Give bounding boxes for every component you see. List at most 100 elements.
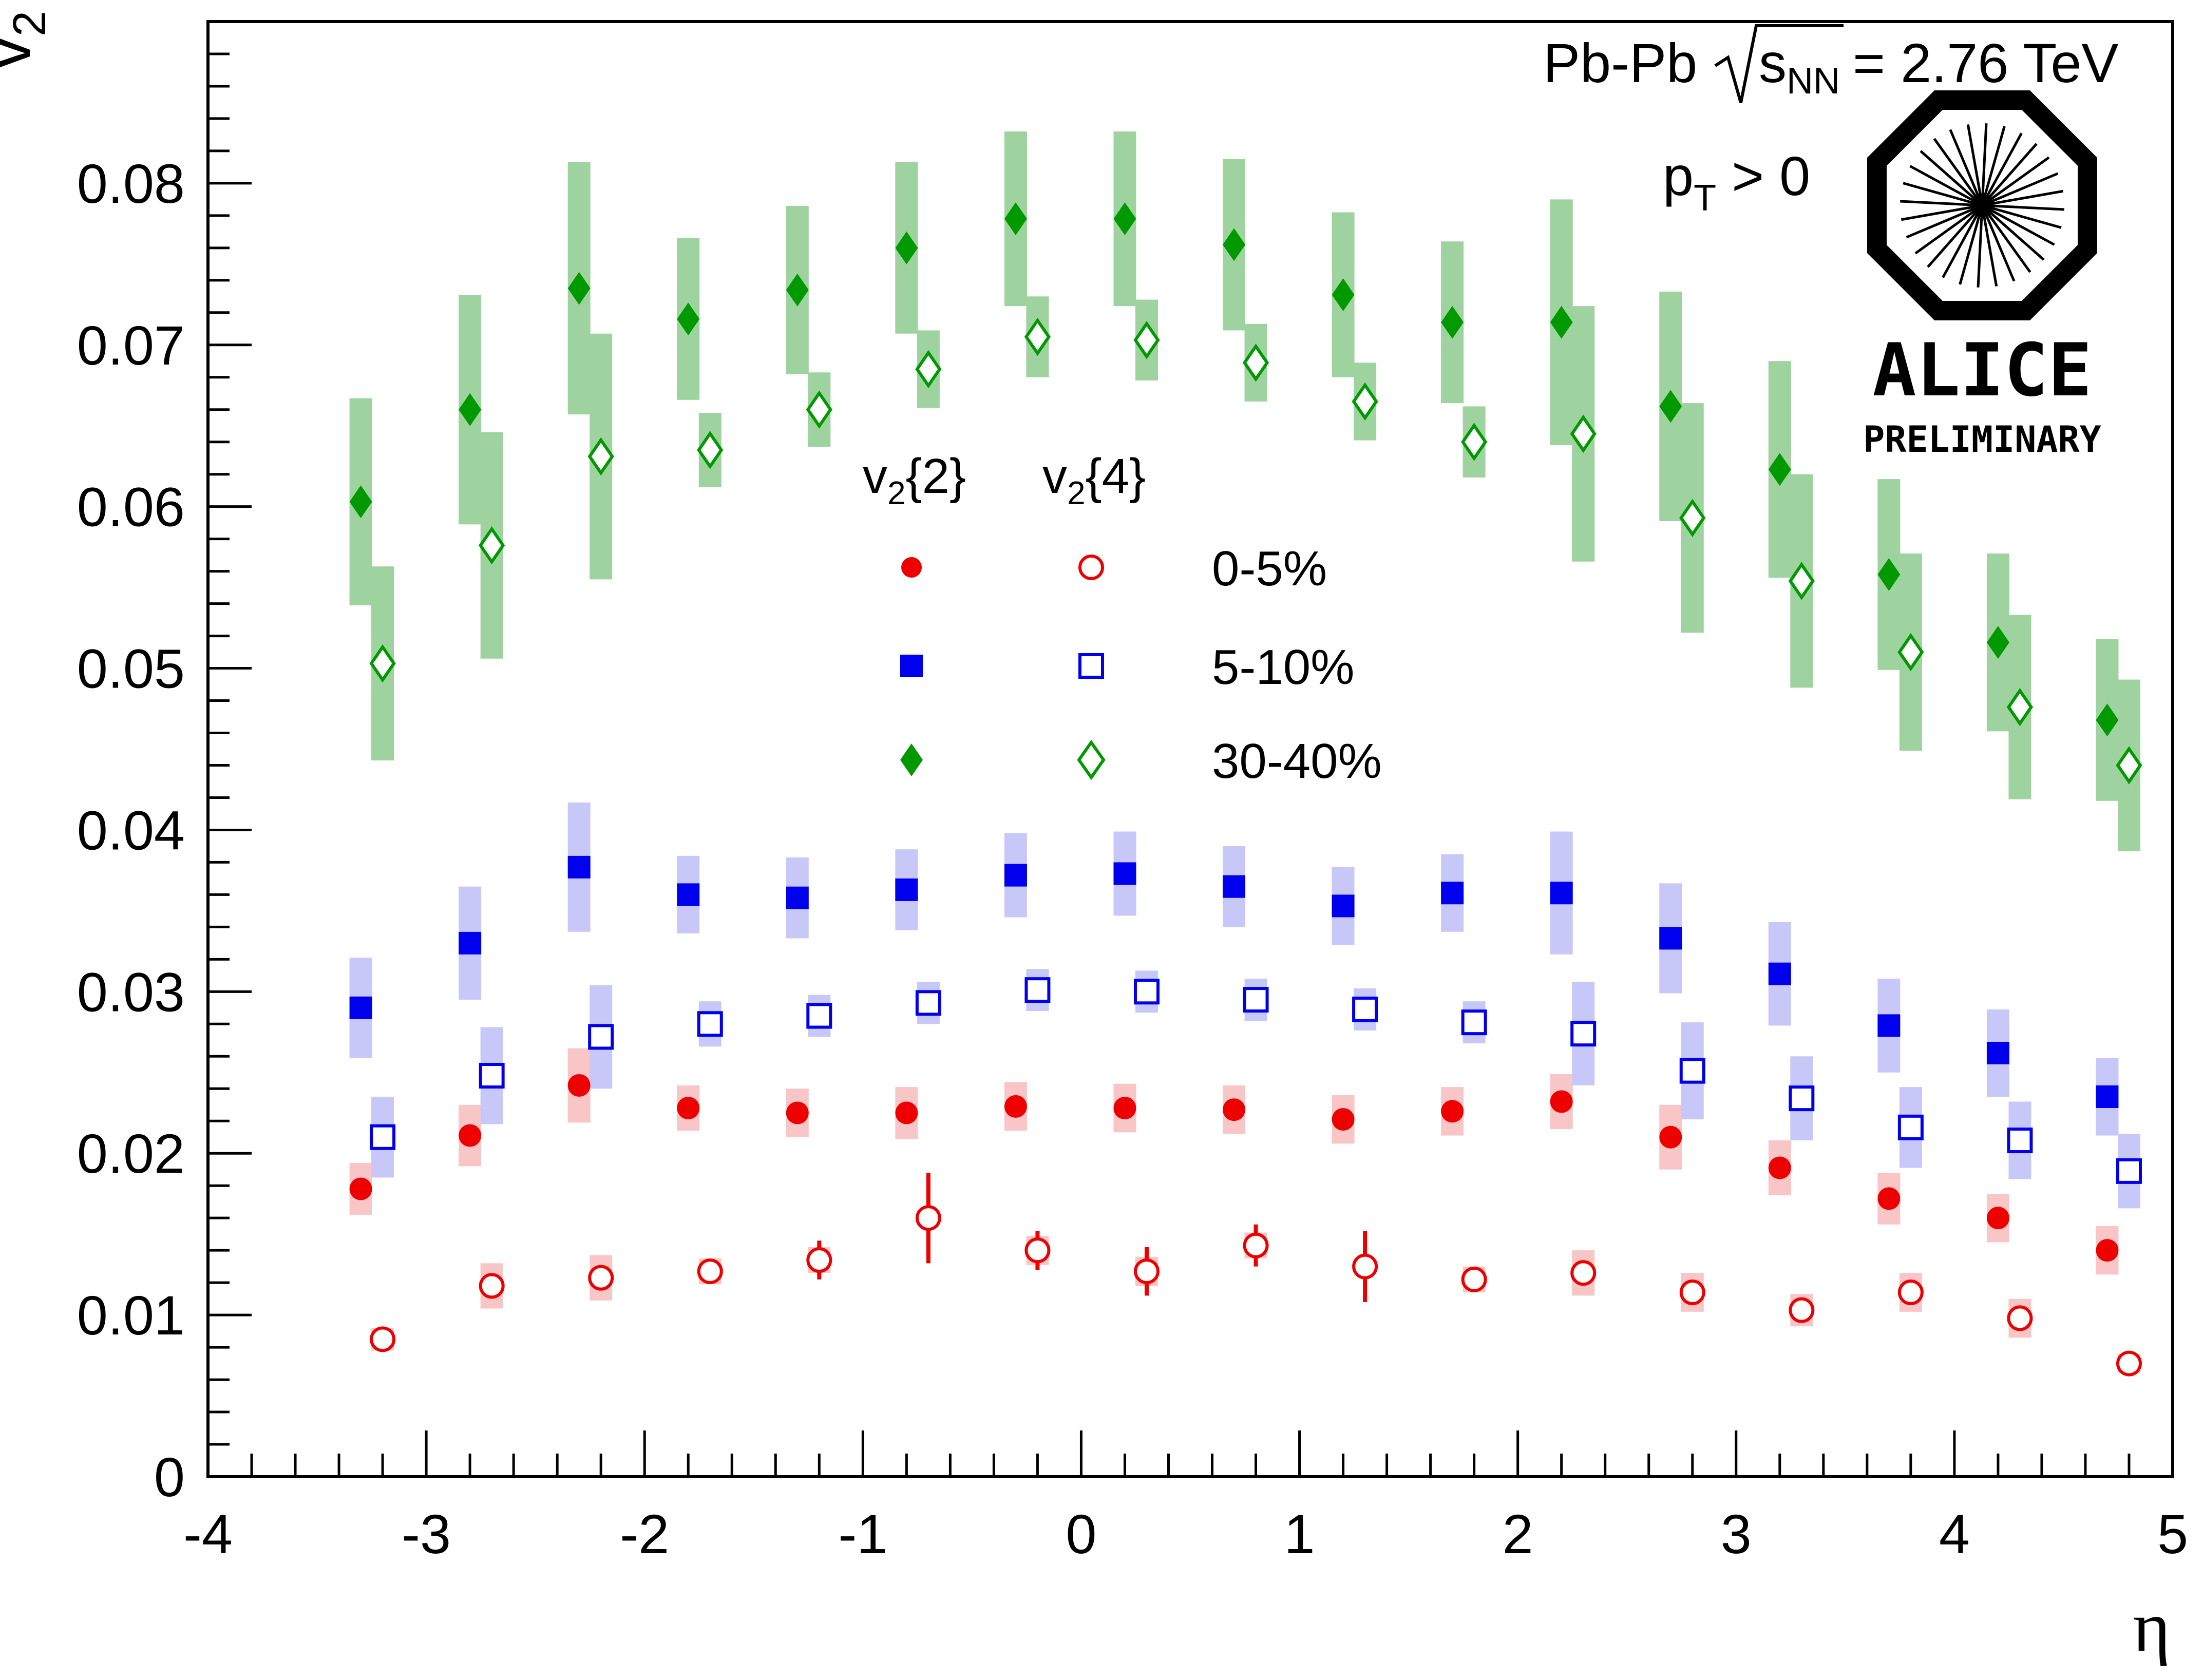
point-v2-4-30-40-: [2116, 746, 2142, 785]
legend-header-v2-2-rest: {2}: [906, 449, 966, 504]
point-v2-4-5-10-: [1570, 1021, 1597, 1047]
pt-p: p: [1663, 145, 1694, 207]
y-tick-label: 0.05: [77, 638, 185, 700]
point-v2-4-5-10-: [1352, 996, 1378, 1022]
y-tick-label: 0.03: [77, 961, 185, 1023]
x-tick-label: 0: [1066, 1503, 1096, 1565]
point-v2-4-0-5-: [2116, 1350, 2142, 1377]
legend-header-v2-4-sub: 2: [1067, 474, 1086, 511]
point-v2-2-5-10-: [1877, 1014, 1901, 1037]
y-tick-label: 0: [154, 1446, 185, 1508]
point-v2-2-5-10-: [786, 886, 809, 909]
point-v2-2-30-40-: [1441, 306, 1464, 339]
point-v2-4-30-40-: [1679, 499, 1706, 538]
y-tick-label: 0.01: [77, 1284, 185, 1346]
point-v2-4-0-5-: [1897, 1280, 1924, 1306]
point-v2-2-5-10-: [1113, 862, 1136, 885]
point-v2-2-30-40-: [349, 485, 372, 519]
x-tick-label: -4: [183, 1503, 233, 1565]
point-v2-2-0-5-: [1877, 1187, 1901, 1210]
point-v2-2-30-40-: [2096, 703, 2119, 737]
point-v2-2-30-40-: [1768, 453, 1791, 486]
point-v2-4-0-5-: [370, 1326, 396, 1352]
legend-header-v2-4: v2{4}: [1042, 449, 1146, 511]
point-v2-2-0-5-: [1550, 1090, 1573, 1113]
point-v2-4-30-40-: [697, 431, 724, 469]
point-v2-2-0-5-: [1113, 1097, 1136, 1120]
point-v2-4-30-40-: [806, 390, 832, 429]
point-v2-2-0-5-: [1768, 1156, 1791, 1179]
point-v2-2-5-10-: [1004, 864, 1027, 887]
point-v2-2-5-10-: [1223, 875, 1246, 898]
point-v2-2-30-40-: [895, 231, 918, 264]
energy-annotation: Pb-Pb sNN = 2.76 TeV: [1543, 24, 2118, 103]
point-v2-2-0-5-: [895, 1101, 918, 1124]
x-tick-label: -1: [838, 1503, 887, 1565]
point-v2-2-5-10-: [1659, 927, 1682, 950]
point-v2-2-30-40-: [1113, 202, 1136, 236]
energy-text: sNN = 2.76 TeV: [1759, 32, 2118, 102]
legend: v2{2} v2{4} 0-5% 5-10% 30-40%: [863, 449, 1382, 789]
energy-subscript: NN: [1787, 61, 1840, 102]
collision-system: Pb-Pb: [1543, 32, 1697, 94]
axis-tick-labels: -4 -3 -2 -1 0 1 2 3 4 5 0 0.01 0.02 0.03 0.04 0.05 0.06 0…: [77, 152, 2188, 1565]
point-v2-2-5-10-: [349, 996, 372, 1019]
point-v2-2-5-10-: [2096, 1085, 2119, 1109]
alice-logo-text: ALICE: [1872, 328, 2092, 413]
point-v2-4-5-10-: [1789, 1085, 1815, 1112]
point-v2-2-5-10-: [1768, 962, 1791, 985]
point-v2-2-30-40-: [1986, 626, 2009, 659]
point-v2-4-0-5-: [1679, 1280, 1705, 1306]
point-v2-4-0-5-: [1133, 1258, 1160, 1285]
point-v2-4-0-5-: [915, 1205, 941, 1231]
legend-label-5-10: 5-10%: [1212, 640, 1355, 695]
legend-header-v2-2-main: v: [863, 449, 887, 504]
point-v2-4-5-10-: [806, 1003, 832, 1029]
point-v2-2-30-40-: [1004, 202, 1027, 236]
x-tick-label: -2: [620, 1503, 669, 1565]
point-v2-2-5-10-: [567, 855, 591, 879]
point-v2-4-30-40-: [1788, 562, 1815, 600]
y-tick-label: 0.07: [77, 314, 185, 376]
point-v2-4-0-5-: [479, 1273, 505, 1299]
point-v2-2-0-5-: [1441, 1100, 1464, 1123]
legend-header-v2-4-main: v: [1042, 449, 1067, 504]
point-v2-4-5-10-: [479, 1063, 505, 1089]
legend-label-30-40: 30-40%: [1212, 734, 1382, 789]
point-v2-4-30-40-: [1024, 317, 1051, 356]
point-v2-4-0-5-: [2007, 1305, 2033, 1331]
point-v2-2-5-10-: [1550, 882, 1573, 905]
legend-marker-v2-4-30-40: [1077, 739, 1106, 780]
x-tick-label: 2: [1503, 1503, 1533, 1565]
point-v2-2-30-40-: [1223, 228, 1246, 261]
legend-header-v2-4-rest: {4}: [1086, 449, 1146, 504]
point-v2-4-30-40-: [1897, 633, 1924, 672]
legend-label-0-5: 0-5%: [1212, 541, 1327, 596]
data-markers: [349, 202, 2142, 1377]
alice-logo: ALICE PRELIMINARY: [1863, 90, 2101, 461]
pt-cut-annotation: pT > 0: [1663, 145, 1810, 219]
point-v2-2-0-5-: [1004, 1095, 1027, 1118]
point-v2-4-5-10-: [1133, 979, 1160, 1005]
legend-marker-v2-4-0-5: [1078, 555, 1104, 580]
pt-subscript: T: [1694, 178, 1716, 219]
point-v2-4-0-5-: [1024, 1237, 1051, 1264]
legend-header-v2-2-sub: 2: [887, 474, 906, 511]
point-v2-4-0-5-: [1352, 1253, 1378, 1280]
point-v2-4-0-5-: [697, 1258, 723, 1285]
point-v2-4-5-10-: [1679, 1058, 1705, 1084]
plot-frame: [206, 20, 2174, 1478]
x-tick-label: 4: [1939, 1503, 1970, 1565]
x-axis-title: η: [2133, 1587, 2170, 1667]
point-v2-4-30-40-: [1352, 382, 1378, 421]
point-v2-4-30-40-: [1133, 321, 1160, 359]
point-v2-4-30-40-: [479, 526, 505, 565]
point-v2-2-5-10-: [459, 931, 482, 954]
point-v2-4-0-5-: [806, 1247, 832, 1273]
point-v2-2-0-5-: [459, 1124, 482, 1147]
point-v2-4-0-5-: [1570, 1260, 1597, 1286]
point-v2-4-30-40-: [1461, 423, 1488, 462]
legend-marker-v2-2-0-5: [901, 557, 922, 578]
point-v2-2-30-40-: [786, 273, 809, 307]
